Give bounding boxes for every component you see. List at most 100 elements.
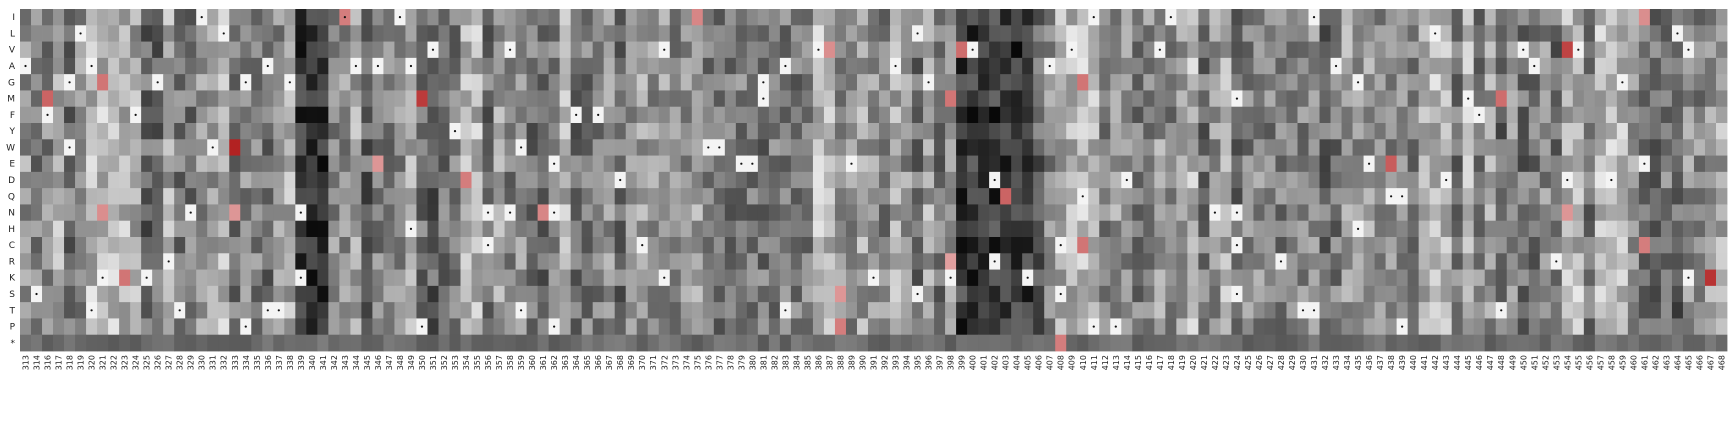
heatmap-cell [1429,188,1442,205]
heatmap-cell [1022,220,1034,238]
heatmap-cell [328,302,340,319]
heatmap-cell [207,171,219,189]
heatmap-cell [1099,57,1111,75]
heatmap-cell [1341,139,1353,156]
heatmap-cell [1693,188,1706,205]
heatmap-cell [856,302,869,319]
heatmap-cell [702,204,715,222]
heatmap-cell [1638,334,1651,352]
heatmap-cell [1253,302,1265,319]
heatmap-cell [526,155,538,173]
heatmap-cell [636,139,649,156]
heatmap-cell [1033,302,1045,319]
heatmap-cell [185,302,197,319]
heatmap-cell [1022,41,1034,59]
heatmap-cell [427,188,439,205]
heatmap-cell [724,204,737,222]
heatmap-cell [603,269,616,287]
heatmap-cell [967,171,979,189]
column-label: 467 [1706,355,1715,370]
heatmap-cell [1132,74,1144,91]
heatmap-cell [207,334,219,352]
heatmap-cell [1121,139,1133,156]
heatmap-cell [978,155,990,173]
heatmap-cell [218,253,230,270]
heatmap-cell [1528,41,1541,59]
heatmap-cell [901,9,913,26]
row-label: E [9,160,15,170]
row-label: K [9,274,16,284]
heatmap-cell [152,253,164,270]
heatmap-cell [1451,253,1464,270]
heatmap-cell [1187,123,1199,140]
heatmap-cell [273,155,285,173]
heatmap-cell [229,9,241,26]
column-label: 430 [1299,355,1308,370]
column-label: 397 [936,355,945,370]
heatmap-cell [1143,253,1155,270]
heatmap-cell [1605,318,1618,336]
heatmap-cell [1429,57,1442,75]
heatmap-cell [1418,318,1431,336]
heatmap-cell [801,25,814,42]
heatmap-cell [691,139,704,156]
heatmap-cell [1044,318,1056,336]
heatmap-cell [306,41,318,59]
heatmap-cell [901,220,913,238]
heatmap-cell [790,74,803,91]
heatmap-cell [20,90,32,108]
column-label: 407 [1046,355,1055,370]
heatmap-cell [845,188,858,205]
heatmap-cell [879,106,891,124]
column-label: 437 [1376,355,1385,370]
heatmap-cell [1374,253,1386,270]
heatmap-cell [482,106,494,124]
wildtype-dot [1467,97,1470,100]
heatmap-cell [834,74,847,91]
heatmap-cell [1704,41,1717,59]
heatmap-cell [1242,220,1254,238]
heatmap-cell [284,318,296,336]
column-label: 431 [1310,355,1319,370]
heatmap-cell [1154,139,1166,156]
heatmap-cell [1099,253,1111,270]
heatmap-cell [394,237,406,254]
heatmap-cell [735,90,748,108]
heatmap-cell [1330,25,1342,42]
heatmap-cell [1088,204,1100,222]
heatmap-cell [1583,334,1596,352]
heatmap-cell [680,155,693,173]
column-label: 413 [1112,355,1121,370]
heatmap-cell [350,9,362,26]
heatmap-cell [1220,318,1232,336]
heatmap-cell [1550,302,1563,319]
heatmap-cell [251,90,263,108]
heatmap-cell [559,41,572,59]
heatmap-cell [1539,57,1552,75]
heatmap-cell [75,318,87,336]
heatmap-cell [163,302,175,319]
heatmap-cell [185,90,197,108]
heatmap-cell [97,41,109,59]
heatmap-cell [1528,285,1541,303]
heatmap-cell [361,269,373,287]
heatmap-cell [20,285,32,303]
heatmap-cell [1088,155,1100,173]
heatmap-cell [1121,123,1133,140]
heatmap-cell [559,90,572,108]
heatmap-cell [1715,171,1728,189]
column-label: 433 [1332,355,1341,370]
heatmap-cell [1616,253,1629,270]
heatmap-cell [504,106,516,124]
heatmap-cell [306,334,318,352]
heatmap-cell [1693,237,1706,254]
heatmap-cell [1099,237,1111,254]
heatmap-cell [614,204,627,222]
heatmap-cell [1473,74,1486,91]
heatmap-cell [438,90,450,108]
heatmap-cell [372,269,384,287]
column-label: 375 [693,355,702,370]
heatmap-cell [1605,334,1618,352]
heatmap-cell [559,220,572,238]
heatmap-cell [1231,334,1243,352]
